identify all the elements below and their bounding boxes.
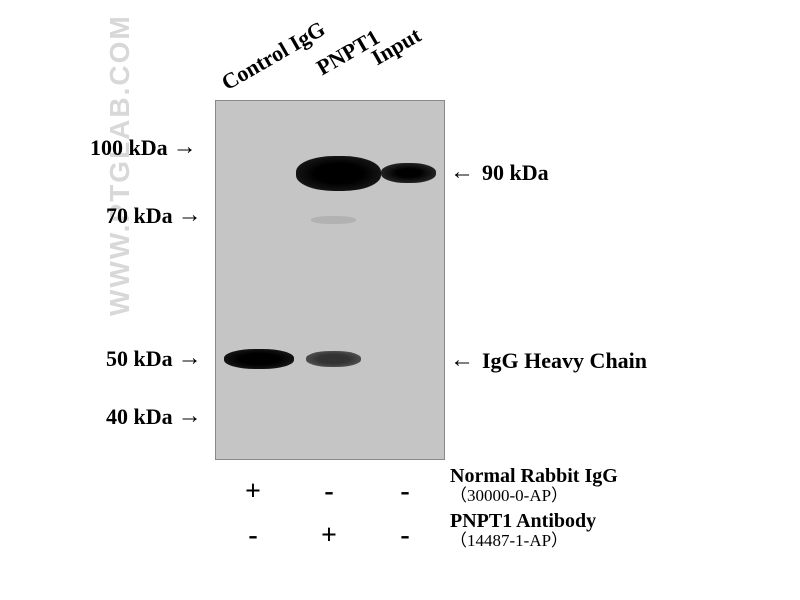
arrow-right-icon: → <box>178 345 202 372</box>
marker-igg-heavy: ← IgG Heavy Chain <box>450 347 647 374</box>
marker-40kda-text: 40 kDa <box>106 404 173 430</box>
label-normal-igg-main: Normal Rabbit IgG <box>450 465 618 487</box>
western-blot-image <box>215 100 445 460</box>
band-faint-70kda <box>311 216 356 224</box>
label-normal-rabbit-igg: Normal Rabbit IgG （30000-0-AP） <box>450 465 618 506</box>
marker-70kda-text: 70 kDa <box>106 203 173 229</box>
condition-cell: - <box>367 520 443 552</box>
marker-90kda: ← 90 kDa <box>450 159 549 186</box>
marker-igg-text: IgG Heavy Chain <box>482 348 647 374</box>
arrow-right-icon: → <box>178 403 202 430</box>
condition-cell: + <box>291 520 367 552</box>
marker-90kda-text: 90 kDa <box>482 160 549 186</box>
lane-label-control: Control IgG <box>217 16 330 96</box>
band-90kda-pnpt1 <box>296 156 381 191</box>
arrow-right-icon: → <box>178 202 202 229</box>
condition-cell: - <box>367 476 443 508</box>
condition-cell: - <box>215 520 291 552</box>
band-igg-heavy-pnpt1 <box>306 351 361 367</box>
lane-label-input: Input <box>367 22 426 71</box>
marker-40kda: 40 kDa → <box>106 403 202 430</box>
arrow-left-icon: ← <box>450 347 474 374</box>
label-normal-igg-catalog: （30000-0-AP） <box>450 487 618 506</box>
arrow-left-icon: ← <box>450 159 474 186</box>
marker-50kda: 50 kDa → <box>106 345 202 372</box>
band-igg-heavy-control <box>224 349 294 369</box>
condition-row-pnpt1-antibody: - + - <box>215 514 443 558</box>
band-90kda-input <box>381 163 436 183</box>
condition-row-normal-igg: + - - <box>215 470 443 514</box>
figure-container: WWW.PTGLAB.COM Control IgG PNPT1 Input 1… <box>0 0 800 600</box>
marker-50kda-text: 50 kDa <box>106 346 173 372</box>
label-pnpt1-ab-catalog: （14487-1-AP） <box>450 532 596 551</box>
watermark-text: WWW.PTGLAB.COM <box>104 14 136 316</box>
condition-cell: - <box>291 476 367 508</box>
marker-100kda: 100 kDa → <box>90 134 197 161</box>
marker-70kda: 70 kDa → <box>106 202 202 229</box>
label-pnpt1-ab-main: PNPT1 Antibody <box>450 510 596 532</box>
arrow-right-icon: → <box>173 134 197 161</box>
condition-cell: + <box>215 476 291 508</box>
condition-table: + - - - + - <box>215 470 443 558</box>
marker-100kda-text: 100 kDa <box>90 135 168 161</box>
label-pnpt1-antibody: PNPT1 Antibody （14487-1-AP） <box>450 510 596 551</box>
